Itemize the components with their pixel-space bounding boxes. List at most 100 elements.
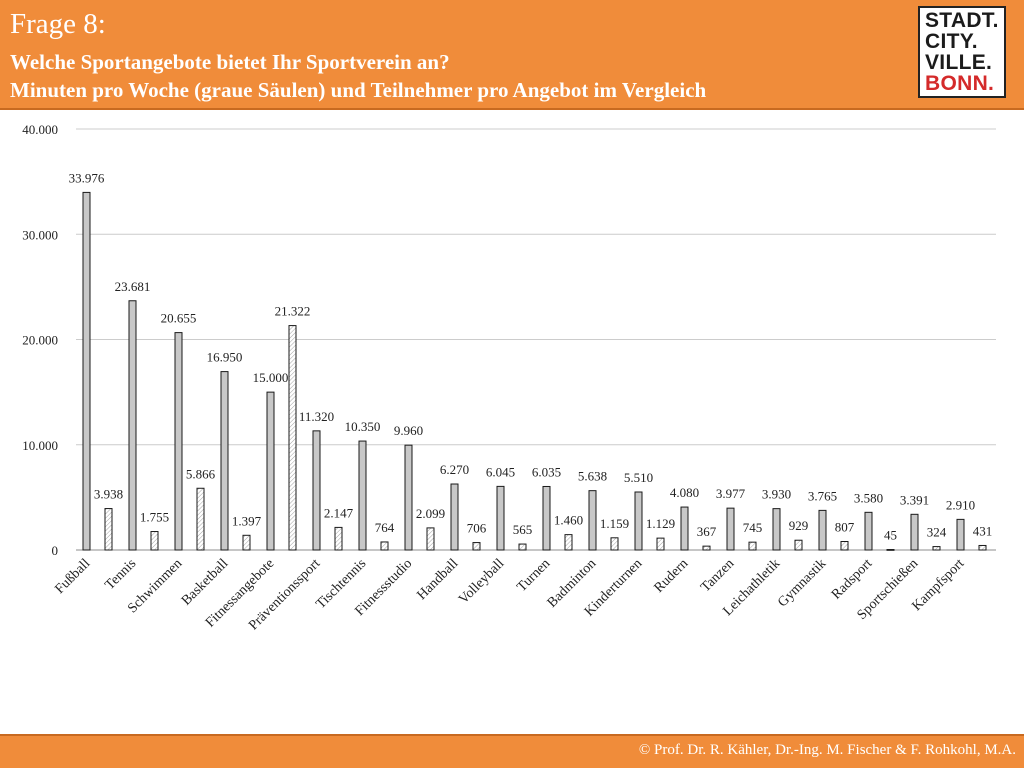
data-label-minutes: 33.976 (69, 170, 105, 185)
slide-subtitle-2: Minuten pro Woche (graue Säulen) und Tei… (10, 78, 707, 102)
data-label-participants: 706 (467, 521, 487, 536)
data-label-minutes: 9.960 (394, 423, 423, 438)
data-label-minutes: 16.950 (207, 350, 243, 365)
data-label-minutes: 6.270 (440, 462, 469, 477)
data-label-participants: 2.147 (324, 505, 354, 520)
bar-minutes (266, 391, 275, 551)
data-label-participants: 1.159 (600, 516, 629, 531)
bar-participants (748, 541, 757, 551)
slide-title: Frage 8: (10, 8, 106, 40)
data-label-participants: 3.938 (94, 487, 123, 502)
x-category-label: Turnen (514, 556, 553, 595)
bar-participants (886, 549, 895, 551)
data-label-minutes: 6.035 (532, 464, 561, 479)
header-banner: Frage 8: Welche Sportangebote bietet Ihr… (0, 0, 1024, 110)
bar-participants (426, 527, 435, 551)
bar-minutes (634, 491, 643, 551)
data-label-participants: 1.460 (554, 513, 583, 528)
data-label-minutes: 3.977 (716, 486, 746, 501)
data-label-participants: 45 (884, 528, 897, 543)
bar-participants (472, 542, 481, 551)
y-tick-label: 40.000 (22, 122, 58, 137)
y-tick-label: 20.000 (22, 333, 58, 348)
bar-participants (104, 508, 113, 551)
bar-participants (610, 537, 619, 551)
bar-participants (288, 325, 297, 551)
data-label-participants: 807 (835, 520, 855, 535)
data-label-participants: 2.099 (416, 506, 445, 521)
bar-participants (794, 539, 803, 551)
data-label-minutes: 3.765 (808, 488, 837, 503)
bar-minutes (542, 485, 551, 551)
data-label-minutes: 3.391 (900, 492, 929, 507)
bar-minutes (772, 508, 781, 551)
logo-line-1: STADT. (925, 9, 999, 32)
data-label-participants: 745 (743, 520, 763, 535)
stadt-bonn-logo: STADT. CITY. VILLE. BONN. (918, 6, 1006, 98)
data-label-minutes: 20.655 (161, 311, 197, 326)
copyright-text: © Prof. Dr. R. Kähler, Dr.-Ing. M. Fisch… (638, 742, 1016, 758)
bar-minutes (864, 511, 873, 551)
bar-minutes (496, 485, 505, 551)
bar-participants (702, 545, 711, 551)
bar-participants (978, 544, 987, 551)
y-tick-label: 10.000 (22, 438, 58, 453)
bar-minutes (82, 191, 91, 551)
bar-minutes (910, 513, 919, 551)
bar-participants (932, 546, 941, 551)
data-label-minutes: 4.080 (670, 485, 699, 500)
data-label-minutes: 2.910 (946, 497, 975, 512)
logo-line-4: BONN. (925, 72, 995, 95)
data-label-minutes: 3.580 (854, 490, 883, 505)
bar-participants (334, 526, 343, 551)
x-category-label: Handball (414, 556, 461, 603)
bar-participants (518, 543, 527, 551)
data-label-participants: 367 (697, 524, 717, 539)
data-label-participants: 324 (927, 525, 947, 540)
bar-minutes (220, 371, 229, 551)
data-label-participants: 431 (973, 523, 993, 538)
bar-participants (150, 531, 159, 551)
data-label-minutes: 23.681 (115, 279, 151, 294)
x-category-label: Fußball (52, 556, 93, 597)
x-category-label: Tanzen (698, 556, 737, 595)
data-label-minutes: 6.045 (486, 464, 515, 479)
data-label-participants: 1.129 (646, 516, 675, 531)
data-label-minutes: 11.320 (299, 409, 334, 424)
bar-minutes (404, 444, 413, 551)
x-category-label: Radsport (829, 556, 875, 602)
data-label-minutes: 5.510 (624, 470, 653, 485)
bar-minutes (174, 332, 183, 551)
data-label-participants: 1.397 (232, 513, 262, 528)
footer-banner: © Prof. Dr. R. Kähler, Dr.-Ing. M. Fisch… (0, 734, 1024, 768)
bar-participants (196, 487, 205, 551)
bar-participants (380, 541, 389, 551)
bar-participants (242, 534, 251, 551)
bar-participants (840, 541, 849, 551)
bar-minutes (358, 440, 367, 551)
bar-minutes (312, 430, 321, 551)
bar-minutes (818, 509, 827, 551)
x-category-label: Tennis (102, 556, 139, 593)
bar-participants (656, 537, 665, 551)
data-label-participants: 21.322 (275, 304, 311, 319)
x-category-label: Gymnastik (775, 556, 829, 610)
bar-minutes (956, 518, 965, 551)
bar-minutes (680, 506, 689, 551)
data-label-minutes: 10.350 (345, 419, 381, 434)
logo-line-3: VILLE. (925, 51, 993, 74)
slide-subtitle: Welche Sportangebote bietet Ihr Sportver… (10, 50, 450, 74)
bar-minutes (588, 490, 597, 551)
bar-chart: 0 10.000 20.000 30.000 40.000 33.976 3.938 23.… (22, 122, 996, 633)
y-tick-label: 0 (52, 543, 59, 558)
data-label-participants: 764 (375, 520, 395, 535)
data-label-participants: 1.755 (140, 510, 169, 525)
data-label-minutes: 3.930 (762, 487, 791, 502)
data-label-minutes: 15.000 (253, 370, 289, 385)
data-label-participants: 929 (789, 518, 809, 533)
data-label-minutes: 5.638 (578, 469, 607, 484)
x-category-label: Volleyball (456, 556, 507, 607)
bar-minutes (450, 483, 459, 551)
bar-minutes (128, 300, 137, 551)
data-label-participants: 5.866 (186, 466, 216, 481)
